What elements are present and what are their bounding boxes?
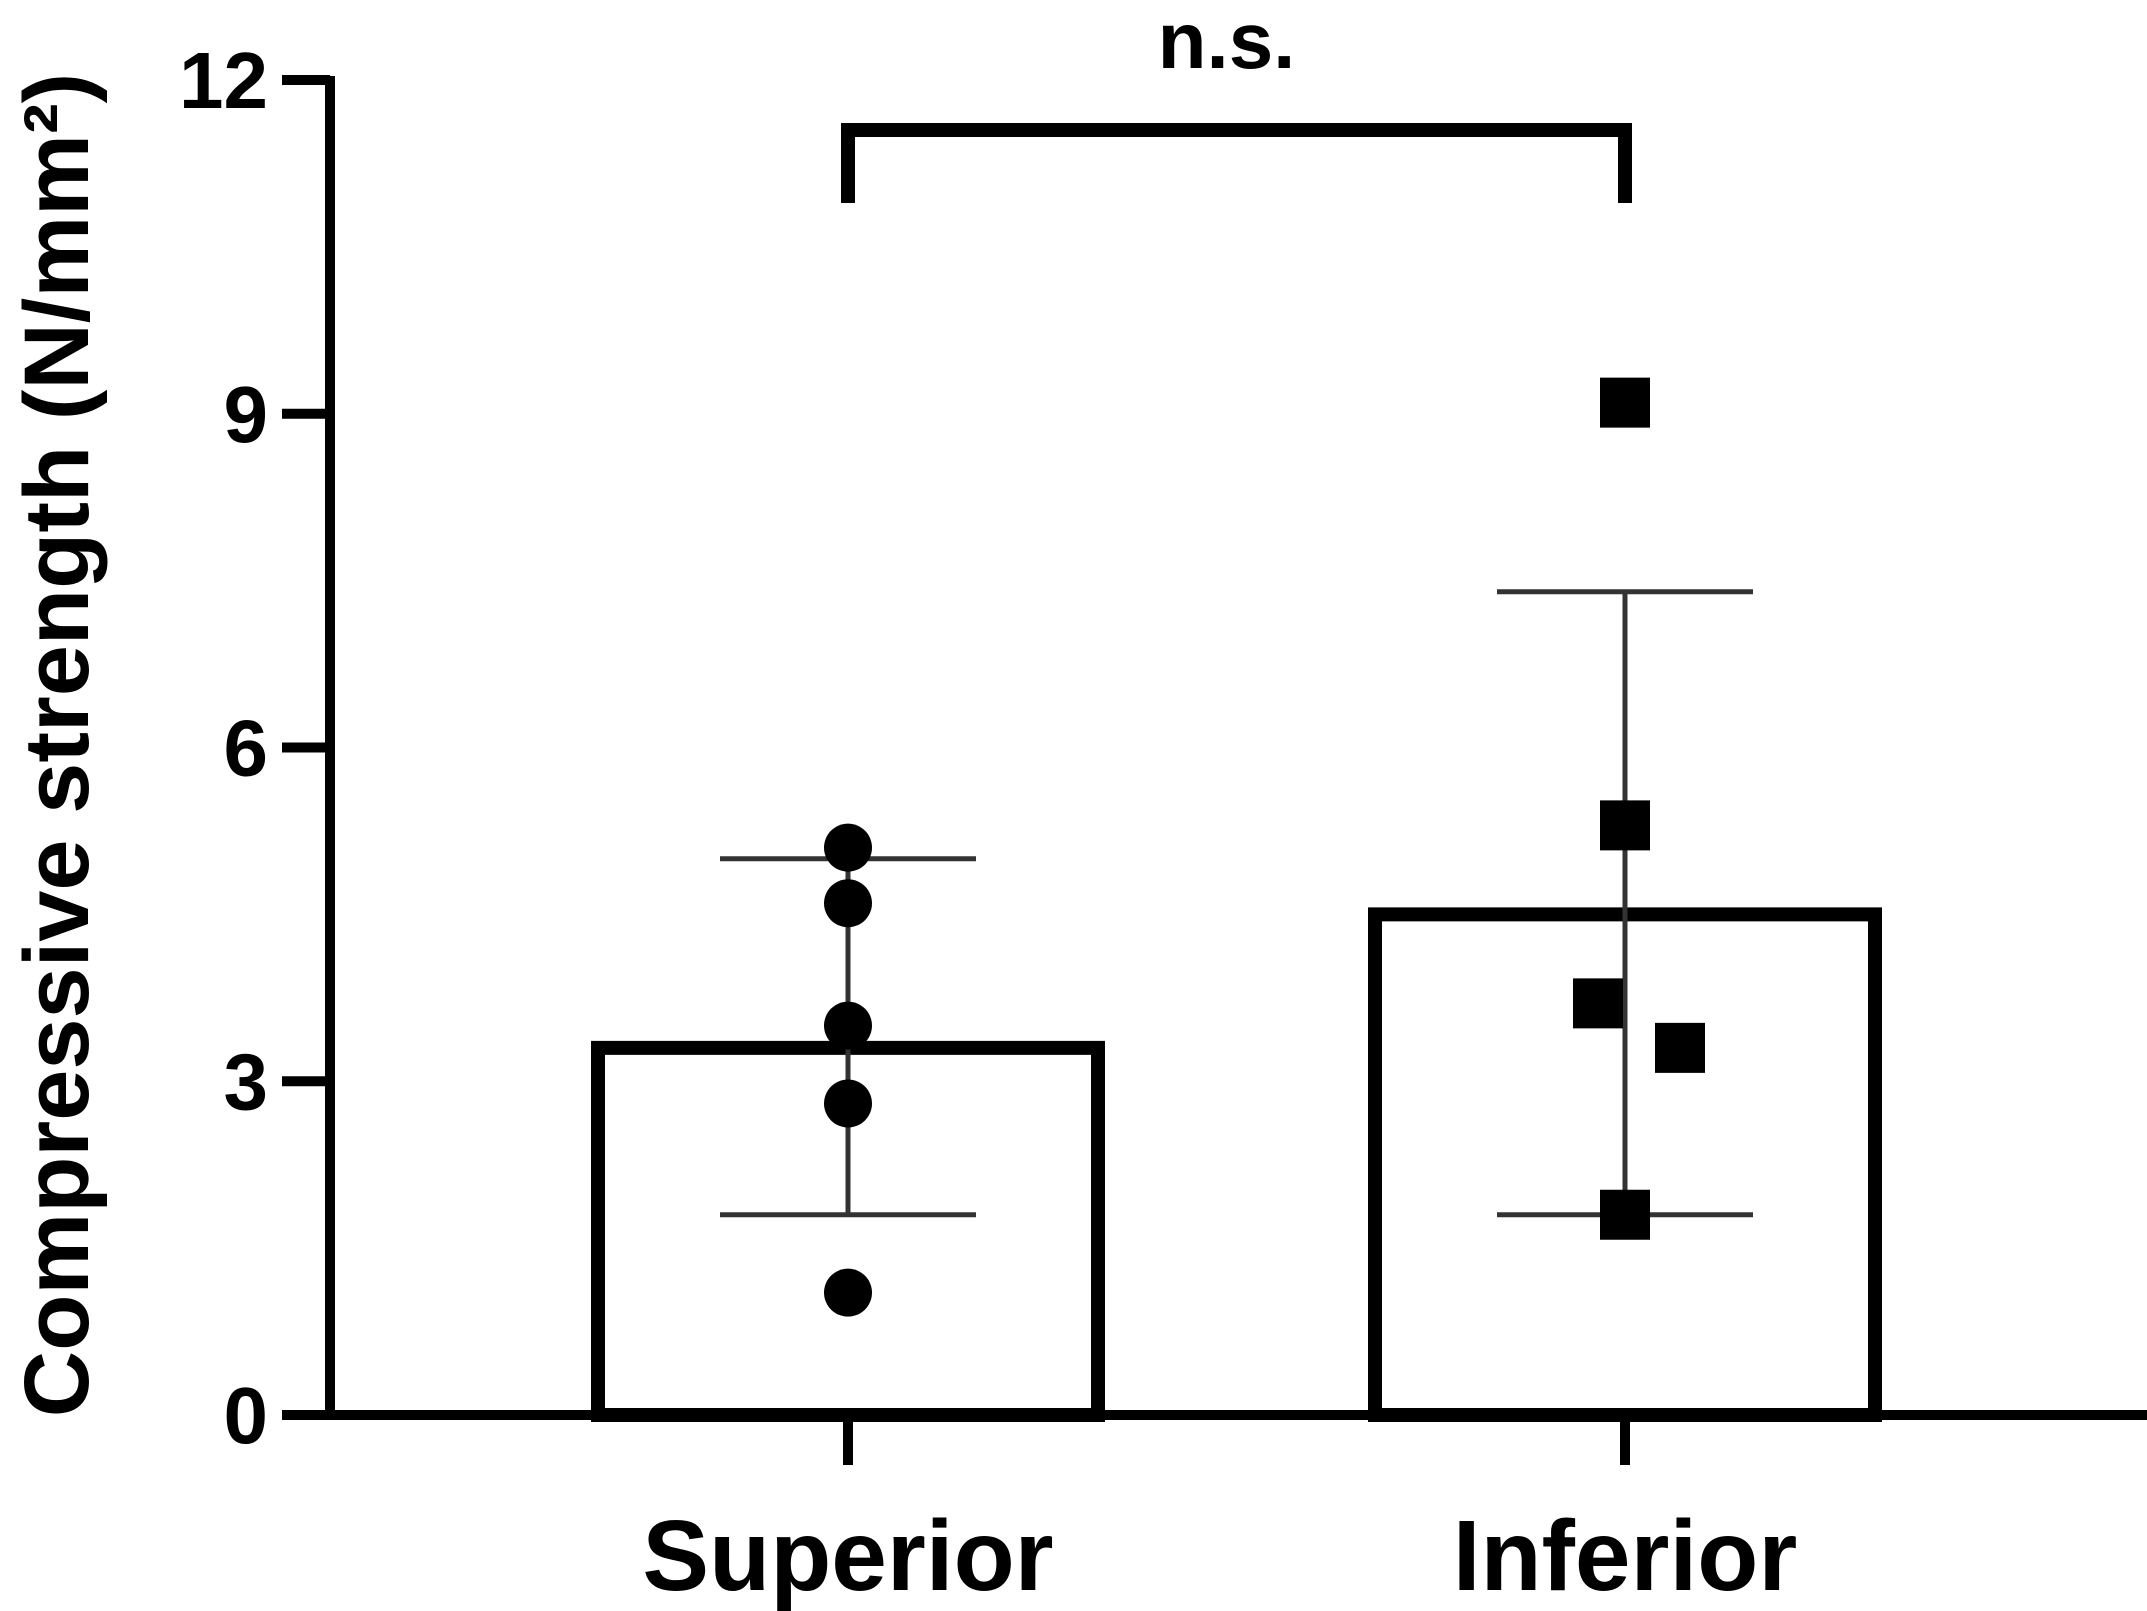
data-point [1573, 978, 1623, 1029]
data-point [1655, 1022, 1705, 1073]
data-point [824, 1001, 872, 1050]
significance-label: n.s. [1158, 0, 1296, 85]
x-tick-label-superior: Superior [642, 1500, 1053, 1611]
data-point [1600, 1189, 1650, 1240]
y-tick-label: 0 [224, 1371, 269, 1460]
x-tick-label-inferior: Inferior [1453, 1500, 1797, 1611]
data-point [824, 1079, 872, 1128]
y-axis-title: Compressive strength (N/mm²) [6, 73, 108, 1417]
data-point [1600, 377, 1650, 428]
data-point [824, 879, 872, 928]
y-tick-label: 6 [224, 704, 269, 793]
significance-bracket [841, 123, 1632, 203]
data-point [824, 1268, 872, 1317]
y-axis-title-group: Compressive strength (N/mm²) [6, 73, 108, 1417]
y-tick-label: 12 [179, 36, 268, 125]
y-tick-label: 3 [224, 1037, 269, 1126]
data-point [824, 823, 872, 872]
data-point [1600, 800, 1650, 851]
y-tick-label: 9 [224, 370, 269, 459]
